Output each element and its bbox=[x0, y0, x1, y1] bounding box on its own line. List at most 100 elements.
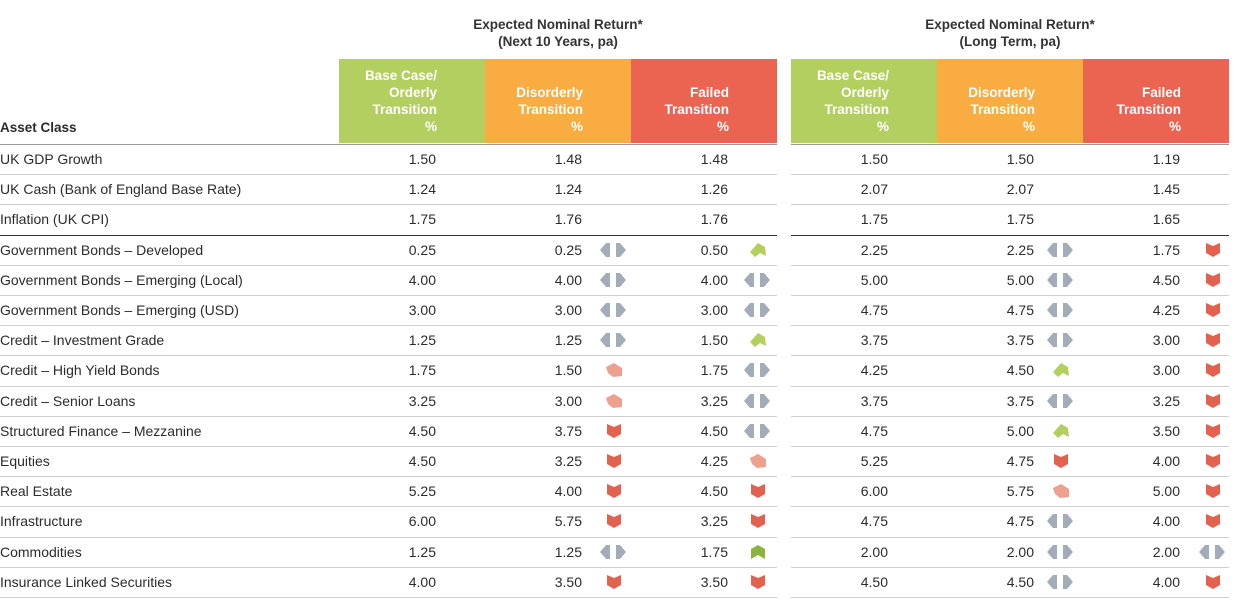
return-value: 4.75 bbox=[1006, 302, 1034, 318]
return-value: 5.00 bbox=[860, 271, 888, 288]
return-value: 6.00 bbox=[860, 483, 888, 500]
return-value: 1.50 bbox=[554, 362, 582, 379]
column-header-line: Disorderly bbox=[968, 85, 1035, 100]
return-value: 2.00 bbox=[860, 543, 888, 560]
return-value: 3.00 bbox=[554, 392, 582, 409]
row-divider bbox=[0, 325, 777, 326]
return-value: 4.75 bbox=[860, 302, 888, 318]
left-right-arrows-icon bbox=[741, 393, 775, 409]
row-divider bbox=[0, 265, 777, 266]
return-value: 4.50 bbox=[700, 483, 728, 500]
return-value: 4.75 bbox=[860, 513, 888, 530]
return-value: 3.75 bbox=[554, 422, 582, 439]
row-divider bbox=[0, 174, 777, 175]
return-value: 1.25 bbox=[408, 332, 436, 349]
row-divider bbox=[791, 416, 1229, 417]
group-title-line: Expected Nominal Return* bbox=[473, 17, 643, 32]
left-right-arrows-icon bbox=[1044, 272, 1078, 288]
row-divider bbox=[0, 295, 777, 296]
down-right-arrow-icon bbox=[741, 453, 775, 469]
return-value: 1.75 bbox=[408, 211, 436, 228]
column-header-failed-next-10-years: Failed Transition% bbox=[631, 59, 777, 143]
return-value: 1.75 bbox=[700, 543, 728, 560]
return-value: 3.75 bbox=[1006, 332, 1034, 349]
row-divider bbox=[0, 446, 777, 447]
left-right-arrows-icon bbox=[597, 544, 631, 560]
return-value: 4.25 bbox=[860, 362, 888, 379]
group-subtitle-line: (Long Term, pa) bbox=[959, 34, 1061, 49]
row-divider bbox=[791, 476, 1229, 477]
return-value: 1.76 bbox=[700, 211, 728, 228]
return-value: 3.25 bbox=[1152, 392, 1180, 409]
return-value: 3.25 bbox=[700, 392, 728, 409]
down-arrow-icon bbox=[1196, 483, 1230, 499]
return-value: 4.00 bbox=[1152, 513, 1180, 530]
left-right-arrows-icon bbox=[1044, 302, 1078, 318]
column-header-line: % bbox=[424, 119, 437, 134]
down-arrow-icon bbox=[597, 423, 631, 439]
column-header-line: Transition bbox=[970, 102, 1035, 117]
return-value: 4.75 bbox=[1006, 453, 1034, 469]
asset-class-label: Credit – Senior Loans bbox=[0, 392, 136, 409]
left-right-arrows-icon bbox=[741, 272, 775, 288]
left-right-arrows-icon bbox=[1044, 544, 1078, 560]
down-arrow-icon bbox=[597, 483, 631, 499]
return-value: 4.25 bbox=[1152, 302, 1180, 318]
return-value: 1.24 bbox=[554, 181, 582, 198]
return-value: 4.50 bbox=[860, 573, 888, 590]
return-value: 5.00 bbox=[1006, 422, 1034, 439]
asset-class-label: Government Bonds – Emerging (Local) bbox=[0, 271, 243, 288]
column-header-line: % bbox=[1022, 119, 1035, 134]
up-right-arrow-icon bbox=[1044, 423, 1078, 439]
return-value: 0.25 bbox=[554, 241, 582, 258]
return-value: 4.00 bbox=[408, 271, 436, 288]
asset-class-label: UK Cash (Bank of England Base Rate) bbox=[0, 181, 242, 198]
return-value: 5.00 bbox=[1152, 483, 1180, 500]
column-header-line: Transition bbox=[518, 102, 583, 117]
asset-class-label: Inflation (UK CPI) bbox=[0, 211, 109, 228]
return-value: 4.50 bbox=[408, 422, 436, 439]
left-right-arrows-icon bbox=[597, 272, 631, 288]
return-value: 4.50 bbox=[1152, 271, 1180, 288]
down-arrow-icon bbox=[1196, 272, 1230, 288]
left-right-arrows-icon bbox=[741, 362, 775, 378]
column-header-base-case-next-10-years: Base Case/Orderly Transition% bbox=[339, 59, 485, 143]
row-divider bbox=[0, 567, 777, 568]
return-value: 4.00 bbox=[1152, 453, 1180, 469]
up-arrow-icon bbox=[741, 544, 775, 560]
row-divider bbox=[791, 204, 1229, 205]
asset-class-label: Credit – Investment Grade bbox=[0, 332, 165, 349]
return-value: 3.50 bbox=[700, 573, 728, 590]
up-right-arrow-icon bbox=[741, 242, 775, 258]
return-value: 3.50 bbox=[554, 573, 582, 590]
asset-class-label: Government Bonds – Emerging (USD) bbox=[0, 302, 239, 318]
row-divider bbox=[791, 597, 1229, 598]
row-divider bbox=[0, 476, 777, 477]
return-value: 1.50 bbox=[1006, 151, 1034, 167]
column-header-base-case-long-term: Base Case/Orderly Transition% bbox=[791, 59, 937, 143]
column-header-line: Failed bbox=[1141, 85, 1181, 100]
row-divider bbox=[791, 567, 1229, 568]
column-header-line: Orderly bbox=[388, 85, 437, 100]
return-value: 1.75 bbox=[860, 211, 888, 228]
down-arrow-icon bbox=[1196, 332, 1230, 348]
column-header-line: Orderly bbox=[840, 85, 889, 100]
return-value: 3.25 bbox=[408, 392, 436, 409]
left-right-arrows-icon bbox=[741, 302, 775, 318]
header-rule bbox=[791, 144, 1229, 145]
return-value: 4.50 bbox=[1006, 573, 1034, 590]
left-right-arrows-icon bbox=[597, 302, 631, 318]
row-divider bbox=[791, 386, 1229, 387]
group-title-next-10-years: Expected Nominal Return* (Next 10 Years,… bbox=[339, 16, 777, 50]
left-right-arrows-icon bbox=[1044, 574, 1078, 590]
return-value: 1.65 bbox=[1152, 211, 1180, 228]
return-value: 4.00 bbox=[554, 271, 582, 288]
return-value: 4.00 bbox=[1152, 573, 1180, 590]
return-value: 1.19 bbox=[1152, 151, 1180, 167]
row-divider bbox=[791, 174, 1229, 175]
left-right-arrows-icon bbox=[597, 242, 631, 258]
return-value: 3.75 bbox=[860, 332, 888, 349]
asset-class-label: Commodities bbox=[0, 543, 82, 560]
row-divider bbox=[791, 446, 1229, 447]
down-right-arrow-icon bbox=[597, 362, 631, 378]
